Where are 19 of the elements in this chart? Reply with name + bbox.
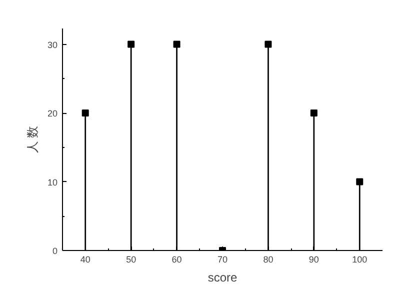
y-tick-label: 30 xyxy=(47,40,58,50)
x-tick-label: 50 xyxy=(126,254,136,264)
point xyxy=(356,178,364,186)
point xyxy=(264,40,272,48)
x-tick-label: 100 xyxy=(352,254,368,264)
point xyxy=(82,110,89,117)
x-tick-label: 80 xyxy=(263,254,274,264)
y-tick-label: 20 xyxy=(47,108,58,119)
x-axis-title: score xyxy=(208,270,238,284)
x-tick-label: 90 xyxy=(308,254,319,264)
point xyxy=(310,110,318,117)
x-tick-label: 60 xyxy=(172,254,182,264)
point xyxy=(173,40,180,48)
point xyxy=(128,40,135,48)
y-axis-title: 人 数 xyxy=(25,126,40,154)
y-tick-label: 10 xyxy=(47,177,58,188)
y-tick-label: 0 xyxy=(52,246,58,256)
x-tick-label: 70 xyxy=(217,254,228,264)
x-tick-label: 40 xyxy=(80,254,90,264)
